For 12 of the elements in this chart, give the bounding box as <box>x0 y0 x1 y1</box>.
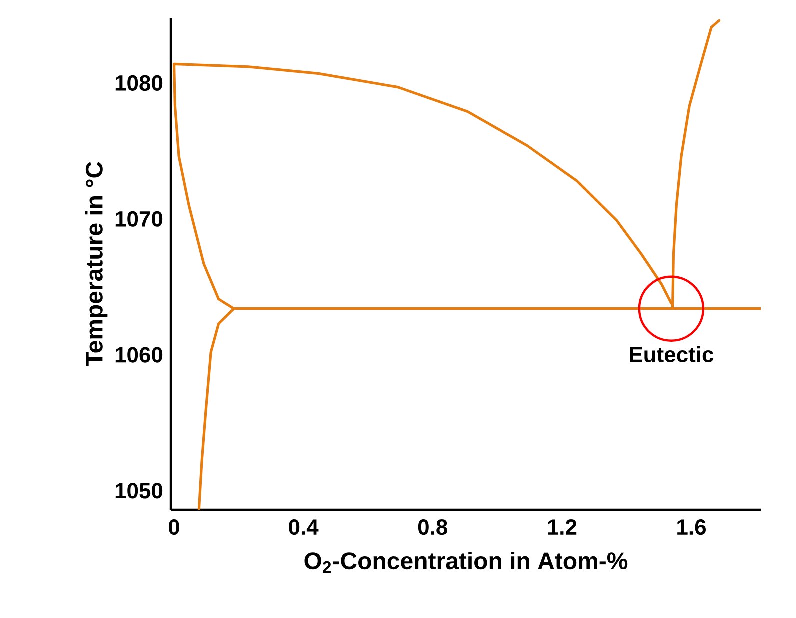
x-tick-label: 0 <box>168 520 180 536</box>
x-tick-label: 1.2 <box>548 520 577 535</box>
y-tick-label: 1050 <box>116 483 163 499</box>
y-tick-label: 1080 <box>116 75 163 92</box>
y-axis-title: Temperature in °C <box>85 162 108 366</box>
y-tick-label: 1060 <box>116 347 163 363</box>
x-tick-label: 0.8 <box>418 520 448 536</box>
x-axis-title: O$_{2}$-Concentration in Atom-% <box>304 552 628 574</box>
x-tick-label: 1.6 <box>678 520 706 536</box>
annotation: Eutectic <box>630 346 714 363</box>
x-tick-label: 0.4 <box>289 520 319 536</box>
y-tick-label: 1070 <box>116 211 163 227</box>
